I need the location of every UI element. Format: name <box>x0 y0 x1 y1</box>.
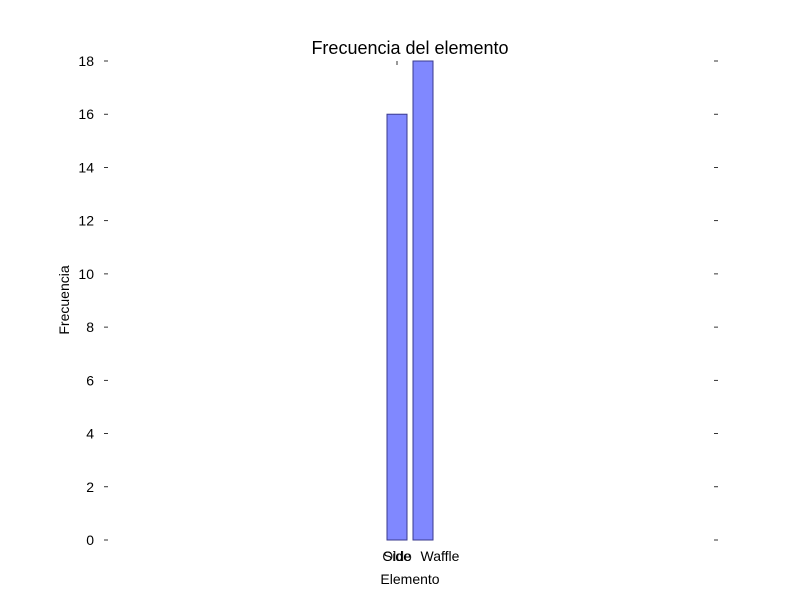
y-tick-label: 6 <box>86 372 94 388</box>
x-axis-label: Elemento <box>380 571 439 587</box>
y-tick-label: 14 <box>78 159 94 175</box>
x-tick-label-waffle: Waffle <box>421 548 460 564</box>
y-tick-label: 4 <box>86 426 94 442</box>
bars <box>386 60 434 541</box>
y-tick-label: 2 <box>86 479 94 495</box>
y-tick-label: 12 <box>78 213 94 229</box>
y-tick-label: 10 <box>78 266 94 282</box>
chart-title: Frecuencia del elemento <box>311 38 508 58</box>
y-tick-label: 16 <box>78 106 94 122</box>
x-tick-label-overlap: Oldo <box>382 548 412 564</box>
y-tick-label: 8 <box>86 319 94 335</box>
y-axis-left: 0 2 4 6 8 10 12 14 16 18 <box>78 53 108 548</box>
bar-side <box>386 113 408 541</box>
y-tick-label: 0 <box>86 532 94 548</box>
y-axis-label: Frecuencia <box>56 265 72 334</box>
y-axis-right <box>714 60 718 541</box>
x-tick-label-side: Side <box>383 548 411 564</box>
bar-waffle <box>412 60 434 541</box>
y-tick-label: 18 <box>78 53 94 69</box>
